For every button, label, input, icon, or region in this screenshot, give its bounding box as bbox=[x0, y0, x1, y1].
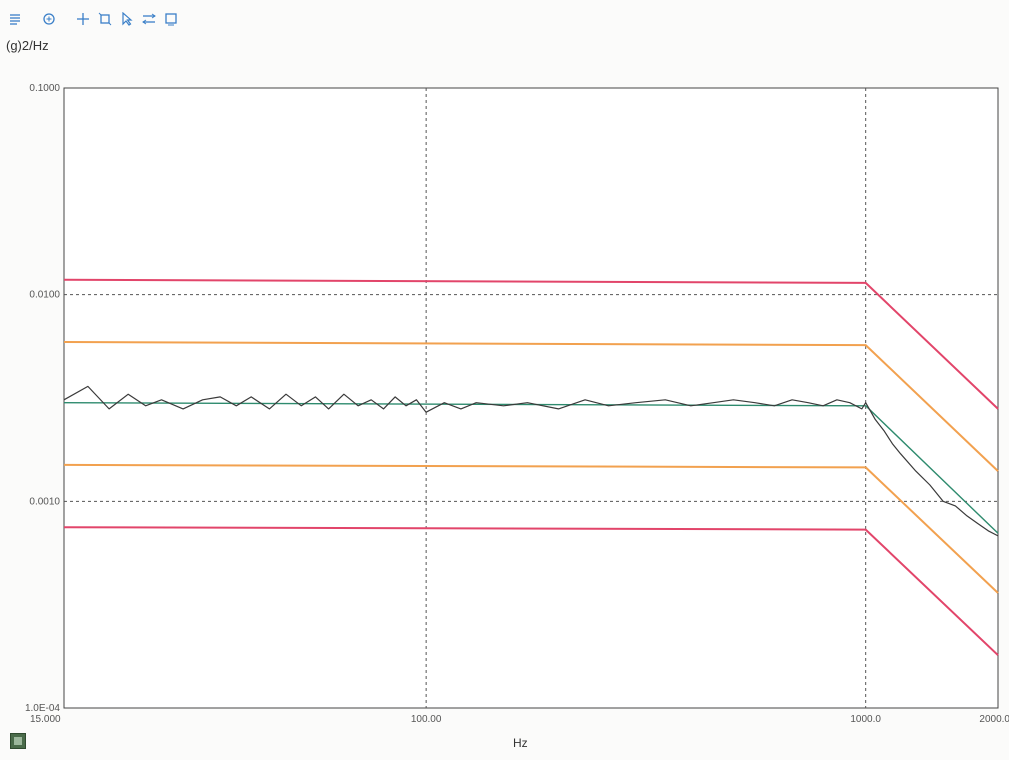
fit-icon[interactable] bbox=[96, 10, 114, 28]
corner-icon[interactable] bbox=[10, 733, 26, 749]
alarm-high-line bbox=[63, 341, 999, 472]
cursor-icon[interactable] bbox=[118, 10, 136, 28]
abort-high-line bbox=[63, 278, 999, 410]
abort-low-line bbox=[63, 526, 999, 656]
plot-area bbox=[63, 87, 999, 709]
x-tick-label: 2000.0 bbox=[979, 714, 1009, 725]
window-icon[interactable] bbox=[162, 10, 180, 28]
zoom-icon[interactable] bbox=[40, 10, 58, 28]
y-tick-label: 0.0100 bbox=[29, 290, 60, 301]
toolbar bbox=[6, 8, 184, 30]
reference-line bbox=[63, 402, 999, 534]
settings-icon[interactable] bbox=[140, 10, 158, 28]
list-icon[interactable] bbox=[6, 10, 24, 28]
x-tick-label: 100.00 bbox=[411, 714, 442, 725]
y-tick-label: 0.0010 bbox=[29, 496, 60, 507]
y-axis-label: (g)2/Hz bbox=[6, 38, 49, 53]
x-axis-label: Hz bbox=[513, 736, 528, 750]
x-tick-label: 15.000 bbox=[30, 714, 61, 725]
measured-line bbox=[63, 385, 999, 537]
x-tick-label: 1000.0 bbox=[850, 714, 881, 725]
y-tick-label: 1.0E-04 bbox=[25, 703, 60, 714]
crosshair-icon[interactable] bbox=[74, 10, 92, 28]
y-tick-label: 0.1000 bbox=[29, 83, 60, 94]
alarm-low-line bbox=[63, 463, 999, 594]
